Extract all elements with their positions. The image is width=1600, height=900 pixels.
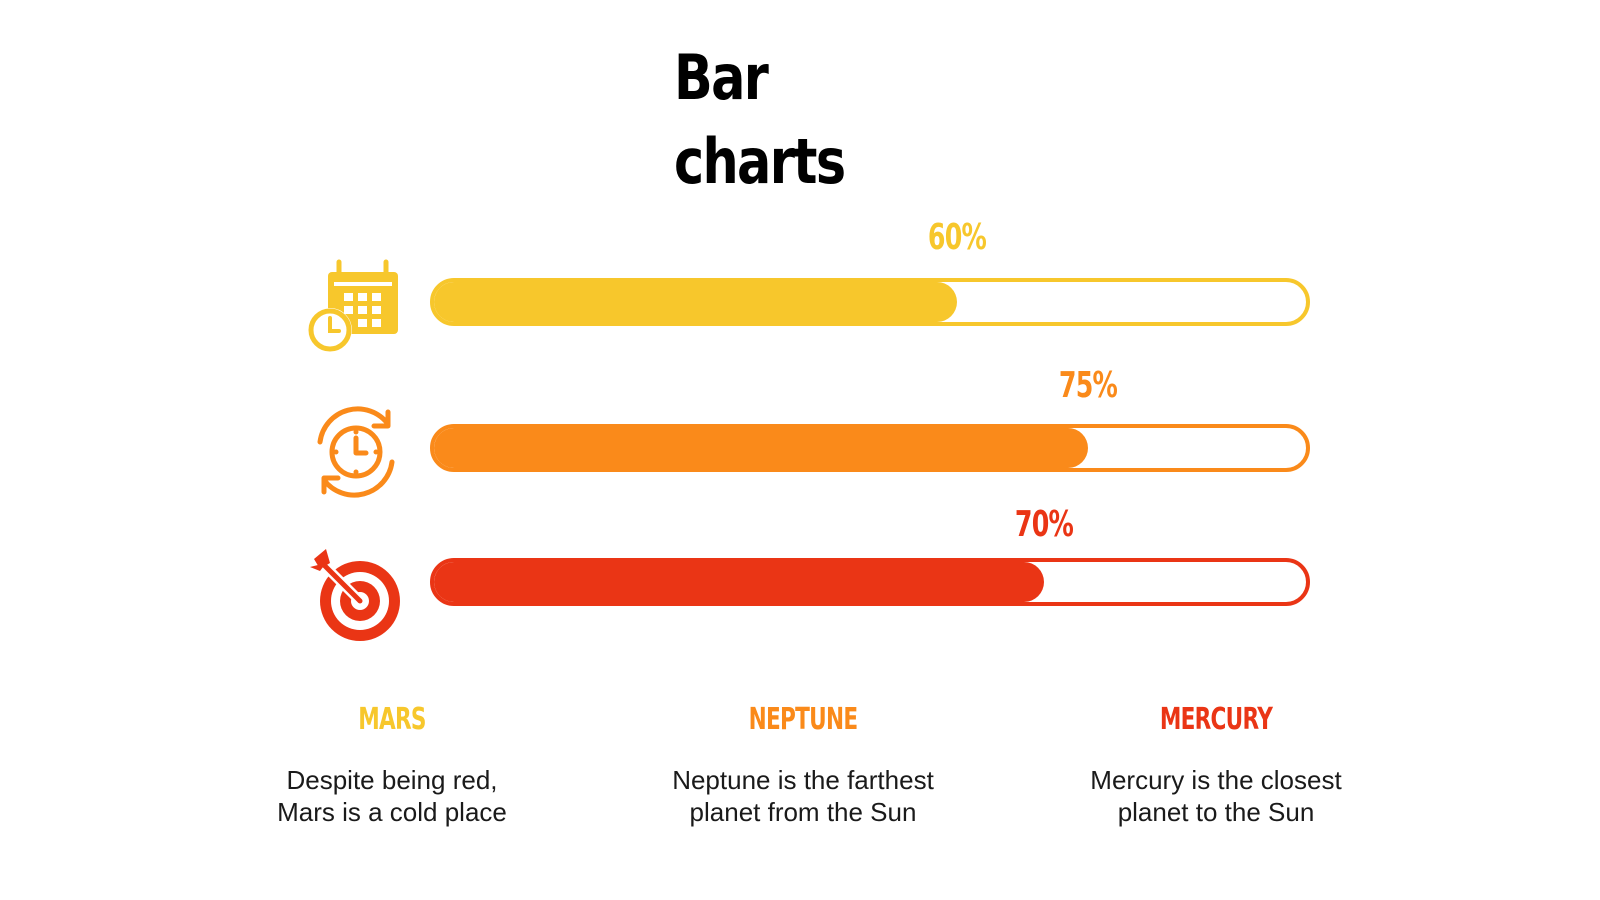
calendar-clock-icon [308,259,398,352]
bar-track-0 [430,278,1310,326]
bar-fill-1 [434,428,1088,468]
column-description: Neptune is the farthest planet from the … [672,765,934,827]
bar-track-2 [430,558,1310,606]
info-column-neptune: NEPTUNE Neptune is the farthest planet f… [623,700,983,828]
bar-row-2: 70% [0,503,1600,653]
info-column-mars: MARS Despite being red, Mars is a cold p… [212,700,572,828]
bar-fill-0 [434,282,958,322]
bar-track-1 [430,424,1310,472]
column-title: MARS [358,702,426,737]
page-title: Bar charts [674,41,846,198]
column-description: Despite being red, Mars is a cold place [277,765,507,827]
bar-row-0: 60% [0,216,1600,366]
clock-cycle-icon [317,406,395,498]
bar-value-label-1: 75% [1058,365,1118,406]
bar-fill-2 [434,562,1045,602]
column-description: Mercury is the closest planet to the Sun [1090,765,1342,827]
column-title: NEPTUNE [748,702,858,737]
info-column-mercury: MERCURY Mercury is the closest planet to… [1036,700,1396,828]
column-title: MERCURY [1159,702,1273,737]
bar-value-label-2: 70% [1015,504,1074,545]
bar-value-label-0: 60% [928,217,987,258]
target-arrow-icon [310,549,400,641]
bar-row-1: 75% [0,362,1600,512]
